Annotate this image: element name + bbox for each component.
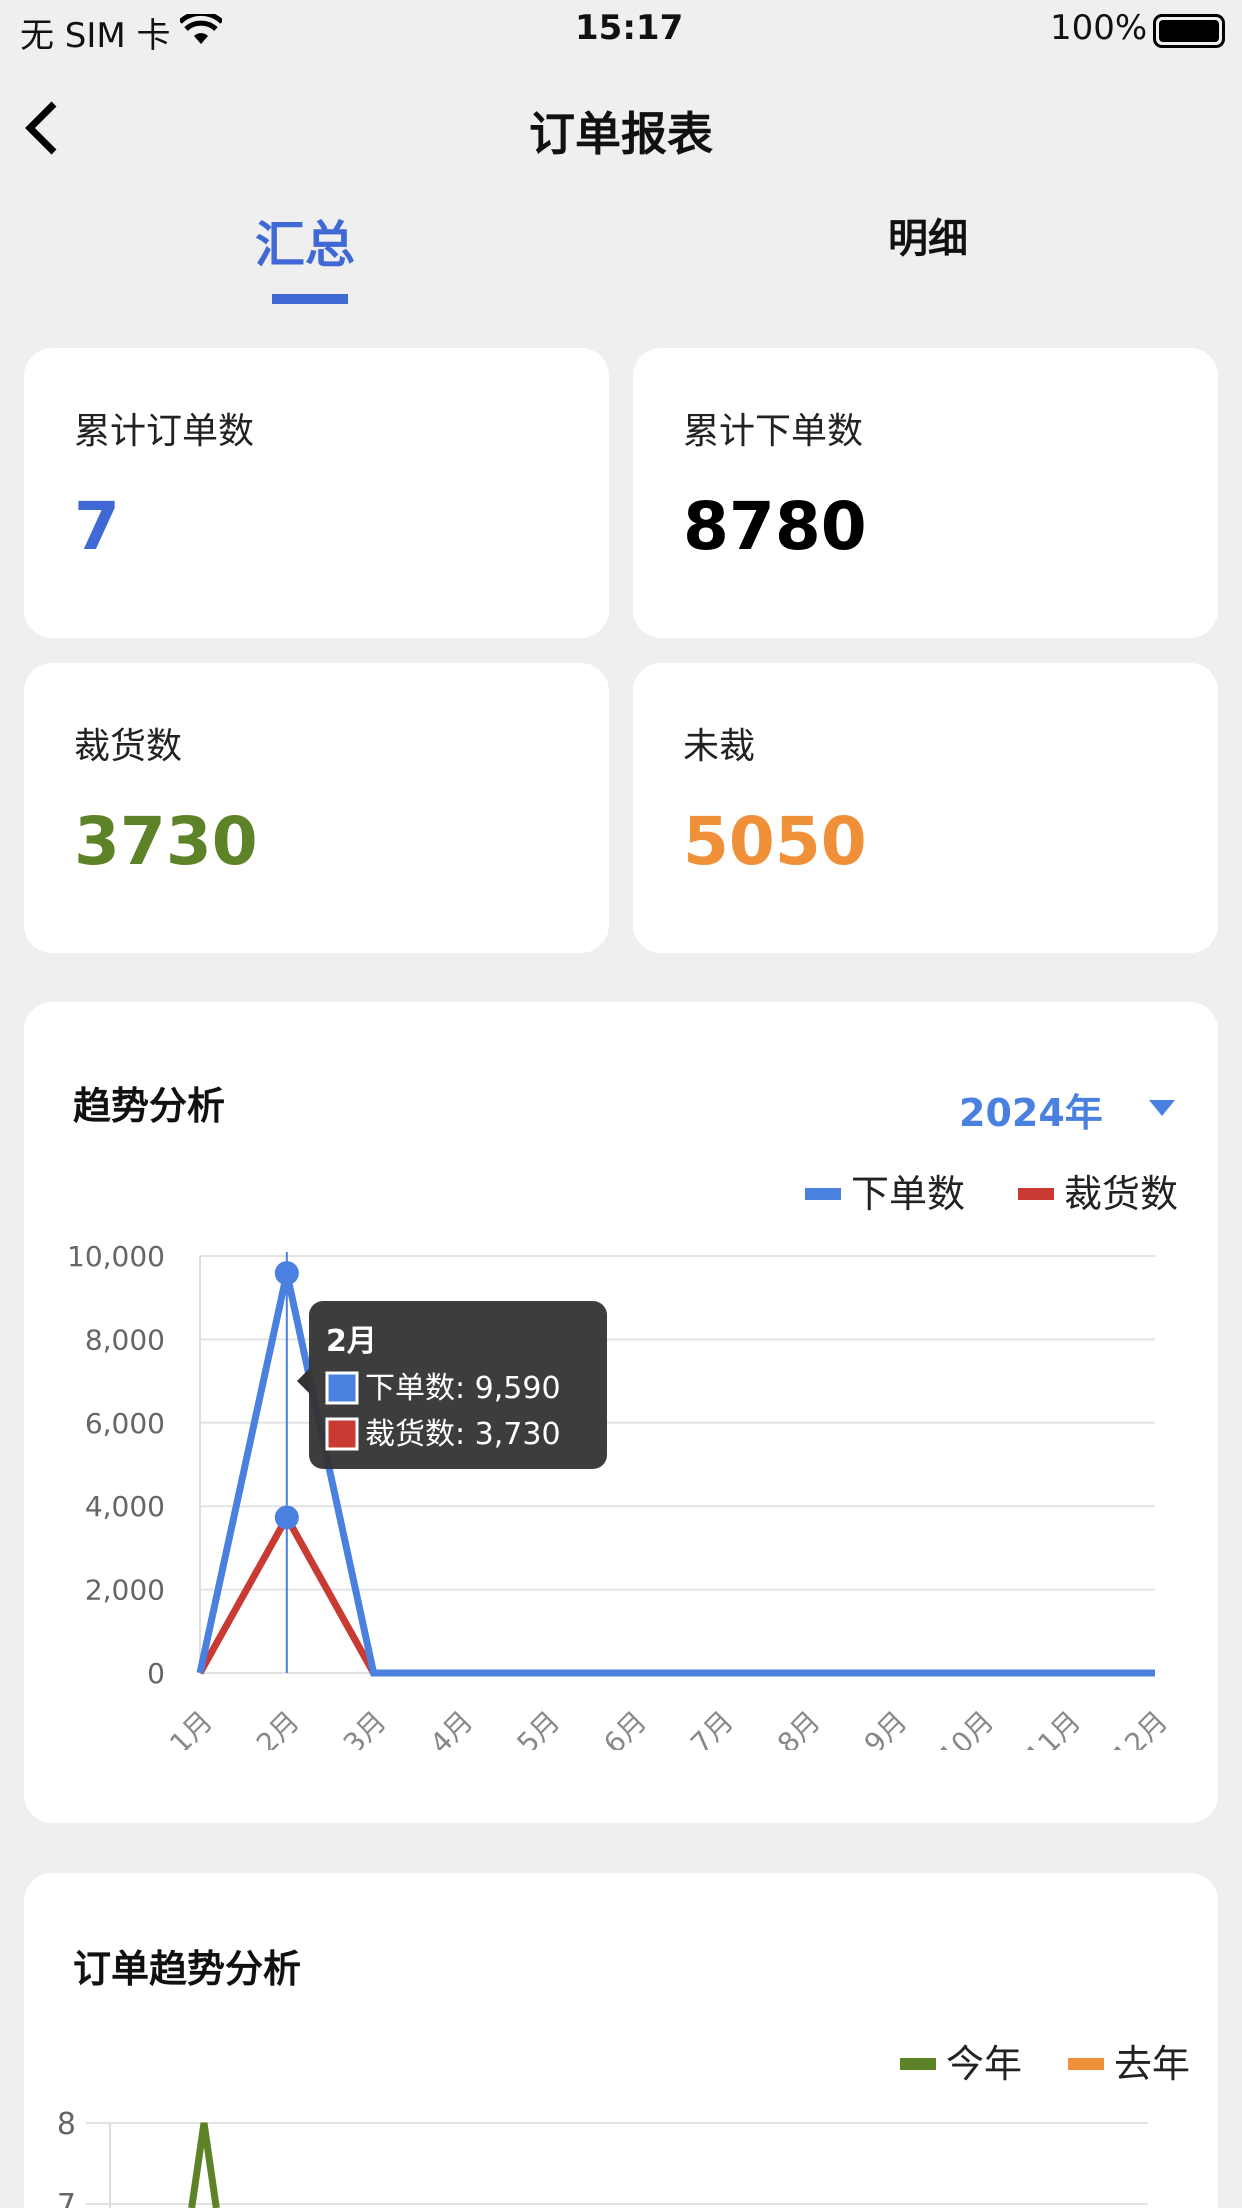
orders-trend-chart: 今年 去年 8 7	[57, 2042, 1190, 2208]
x-tick-label: 3月	[337, 1705, 393, 1750]
tab-summary[interactable]: 汇总	[255, 216, 355, 274]
y-tick-label: 8,000	[85, 1323, 165, 1356]
legend-swatch	[1018, 1188, 1054, 1200]
data-point	[274, 1505, 299, 1530]
series-line-今年	[188, 2122, 220, 2208]
back-button[interactable]	[22, 100, 62, 156]
legend-swatch	[1068, 2058, 1104, 2070]
data-point	[274, 1261, 299, 1286]
tooltip-swatch	[325, 1371, 359, 1405]
series-line-下单数	[196, 1272, 1155, 1677]
legend-swatch	[900, 2058, 936, 2070]
tooltip-title: 2月	[326, 1324, 377, 1359]
x-tick-label: 11月	[1019, 1705, 1087, 1750]
x-tick-label: 10月	[932, 1705, 1000, 1750]
stat-label: 未裁	[683, 726, 756, 767]
trend-card: 趋势分析 2024年	[24, 1002, 1218, 1823]
stat-label: 累计订单数	[74, 411, 255, 452]
legend-swatch	[805, 1188, 841, 1200]
battery-percent: 100%	[1050, 8, 1148, 48]
stat-label: 累计下单数	[683, 411, 864, 452]
legend-label: 裁货数	[1064, 1172, 1178, 1216]
tooltip-arrow	[297, 1369, 309, 1393]
y-tick-label: 2,000	[85, 1574, 165, 1607]
x-tick-label: 4月	[424, 1705, 480, 1750]
x-tick-label: 8月	[771, 1705, 827, 1750]
stat-value: 5050	[683, 803, 867, 880]
tooltip-line: 裁货数: 3,730	[365, 1417, 561, 1452]
stat-card-uncut: 未裁 5050	[633, 663, 1218, 953]
x-tick-label: 7月	[684, 1705, 740, 1750]
stat-card-total-quantity: 累计下单数 8780	[633, 348, 1218, 638]
legend-label: 去年	[1114, 2042, 1190, 2086]
clock: 15:17	[575, 8, 684, 48]
wifi-icon	[180, 14, 222, 44]
year-select[interactable]: 2024年	[959, 1091, 1103, 1135]
legend-label: 下单数	[851, 1172, 965, 1216]
x-tick-label: 9月	[858, 1705, 914, 1750]
x-tick-label: 12月	[1106, 1705, 1174, 1750]
x-tick-label: 6月	[597, 1705, 653, 1750]
y-tick-label: 8	[57, 2107, 76, 2142]
orders-trend-card: 订单趋势分析	[24, 1873, 1218, 2208]
y-tick-label: 0	[147, 1657, 165, 1690]
legend-label: 今年	[946, 2042, 1022, 2086]
y-tick-label: 10,000	[67, 1240, 165, 1273]
trend-chart: 下单数 裁货数 0 2,000 4,000 6,000 8,000 10,000 1月 2月 3月 4…	[67, 1172, 1178, 1750]
page-title: 订单报表	[529, 107, 713, 161]
stat-value: 3730	[74, 803, 258, 880]
x-tick-label: 5月	[510, 1705, 566, 1750]
x-tick-label: 2月	[250, 1705, 306, 1750]
tooltip-swatch	[325, 1417, 359, 1451]
battery-icon	[1153, 14, 1225, 48]
caret-down-icon[interactable]	[1149, 1100, 1175, 1116]
orders-trend-title: 订单趋势分析	[73, 1947, 302, 1991]
stat-card-total-orders: 累计订单数 7	[24, 348, 609, 638]
y-tick-label: 4,000	[85, 1490, 165, 1523]
x-tick-label: 1月	[163, 1705, 219, 1750]
carrier: 无 SIM 卡	[20, 16, 171, 56]
stat-value: 7	[74, 488, 120, 565]
trend-title: 趋势分析	[73, 1084, 226, 1128]
tab-active-indicator	[272, 294, 348, 304]
stat-card-cut: 裁货数 3730	[24, 663, 609, 953]
y-tick-label: 6,000	[85, 1407, 165, 1440]
stat-value: 8780	[683, 488, 867, 565]
y-tick-label: 7	[57, 2188, 76, 2208]
tooltip	[309, 1301, 607, 1469]
stat-label: 裁货数	[74, 726, 183, 767]
tooltip-line: 下单数: 9,590	[365, 1371, 561, 1406]
tab-detail[interactable]: 明细	[888, 216, 968, 262]
